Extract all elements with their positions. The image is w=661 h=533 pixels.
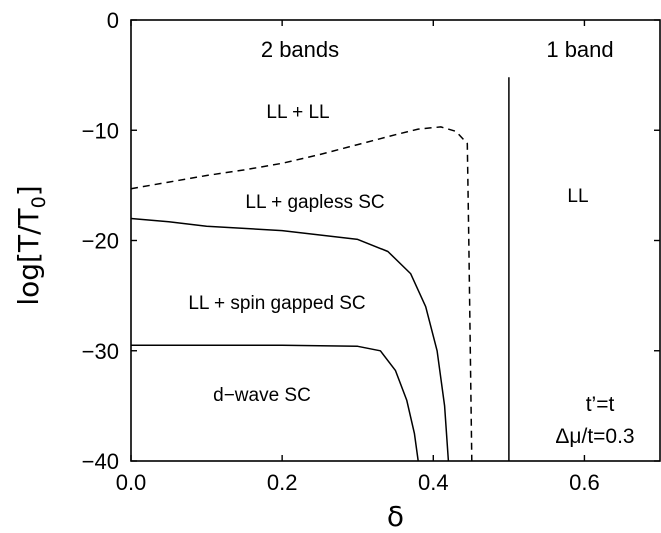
y-axis-label-group: log[T/T0] bbox=[12, 185, 50, 305]
y-axis-label-close: ] bbox=[12, 185, 45, 196]
annotation-ll-spin-gapped-sc: LL + spin gapped SC bbox=[188, 293, 365, 314]
dashed-boundary-line-0 bbox=[130, 126, 473, 462]
y-axis-label-subscript: 0 bbox=[28, 196, 50, 208]
annotation-ll: LL bbox=[567, 186, 588, 207]
x-axis-label: δ bbox=[387, 500, 404, 533]
y-tick-label: −40 bbox=[82, 449, 119, 474]
y-axis-label-main: log[T/T bbox=[12, 207, 45, 305]
annotation-tprime: t’=t bbox=[586, 393, 615, 416]
ticks-layer: 0.0 0.2 0.4 0.6 0 −10 −20 −30 −40 bbox=[82, 8, 660, 495]
annotation-ll-ll: LL + LL bbox=[266, 102, 329, 123]
plot-frame bbox=[130, 19, 661, 462]
annotation-ll-gapless-sc: LL + gapless SC bbox=[245, 192, 384, 213]
x-tick-label: 0.6 bbox=[569, 470, 600, 495]
solid-boundary-line-2 bbox=[131, 344, 419, 462]
annotation-two-bands: 2 bands bbox=[261, 37, 339, 62]
y-axis-label: log[T/T0] bbox=[12, 185, 50, 305]
solid-boundary-line-1 bbox=[130, 217, 450, 462]
annotation-delta-mu: Δμ/t=0.3 bbox=[555, 425, 634, 448]
x-tick-label: 0.2 bbox=[267, 470, 298, 495]
x-tick-label: 0.4 bbox=[418, 470, 449, 495]
series-layer bbox=[130, 77, 510, 462]
annotation-dwave-sc: d−wave SC bbox=[213, 385, 311, 406]
y-tick-label: −30 bbox=[82, 339, 119, 364]
y-tick-label: 0 bbox=[107, 8, 119, 33]
x-tick-label: 0.0 bbox=[116, 470, 147, 495]
y-tick-label: −10 bbox=[82, 118, 119, 143]
annotation-one-band: 1 band bbox=[546, 37, 613, 62]
y-tick-label: −20 bbox=[82, 229, 119, 254]
